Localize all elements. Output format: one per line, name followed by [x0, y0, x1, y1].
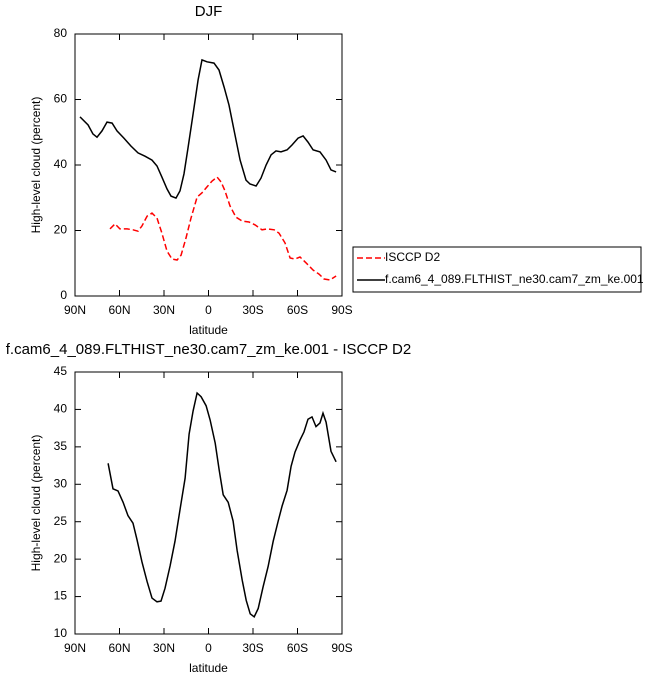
y-tick-label: 35 — [54, 439, 68, 453]
data-line — [79, 58, 337, 200]
data-line — [109, 176, 337, 281]
data-line — [107, 391, 337, 618]
plot-frame — [74, 371, 343, 635]
y-axis-label: High-level cloud (percent) — [29, 97, 43, 234]
legend-box — [352, 246, 642, 293]
x-tick-label: 30N — [153, 641, 175, 655]
y-tick-label: 20 — [54, 223, 68, 237]
chart-title: f.cam6_4_089.FLTHIST_ne30.cam7_zm_ke.001… — [6, 341, 411, 358]
x-tick-label: 30S — [242, 303, 263, 317]
x-tick-label: 60S — [287, 641, 308, 655]
y-tick-label: 80 — [54, 26, 68, 40]
x-tick-label: 0 — [205, 303, 212, 317]
y-tick-label: 10 — [54, 626, 68, 640]
y-tick-label: 0 — [60, 288, 67, 302]
x-tick-label: 90N — [64, 641, 86, 655]
x-axis-label: latitude — [189, 323, 228, 337]
y-tick-label: 30 — [54, 476, 68, 490]
y-tick-label: 40 — [54, 157, 68, 171]
x-tick-label: 90N — [64, 303, 86, 317]
y-tick-label: 60 — [54, 92, 68, 106]
x-tick-label: 60N — [108, 641, 130, 655]
y-tick-label: 40 — [54, 402, 68, 416]
legend-label: f.cam6_4_089.FLTHIST_ne30.cam7_zm_ke.001 — [385, 272, 644, 286]
x-tick-label: 30S — [242, 641, 263, 655]
chart-title: DJF — [195, 3, 223, 20]
x-tick-label: 30N — [153, 303, 175, 317]
x-tick-label: 60N — [108, 303, 130, 317]
legend-label: ISCCP D2 — [385, 250, 440, 264]
x-tick-label: 60S — [287, 303, 308, 317]
x-tick-label: 90S — [331, 641, 352, 655]
x-tick-label: 0 — [205, 641, 212, 655]
y-axis-label: High-level cloud (percent) — [29, 435, 43, 572]
x-tick-label: 90S — [331, 303, 352, 317]
y-tick-label: 25 — [54, 514, 68, 528]
y-tick-label: 45 — [54, 364, 68, 378]
x-axis-label: latitude — [189, 661, 228, 675]
y-tick-label: 20 — [54, 551, 68, 565]
plot-frame — [74, 33, 343, 297]
y-tick-label: 15 — [54, 589, 68, 603]
